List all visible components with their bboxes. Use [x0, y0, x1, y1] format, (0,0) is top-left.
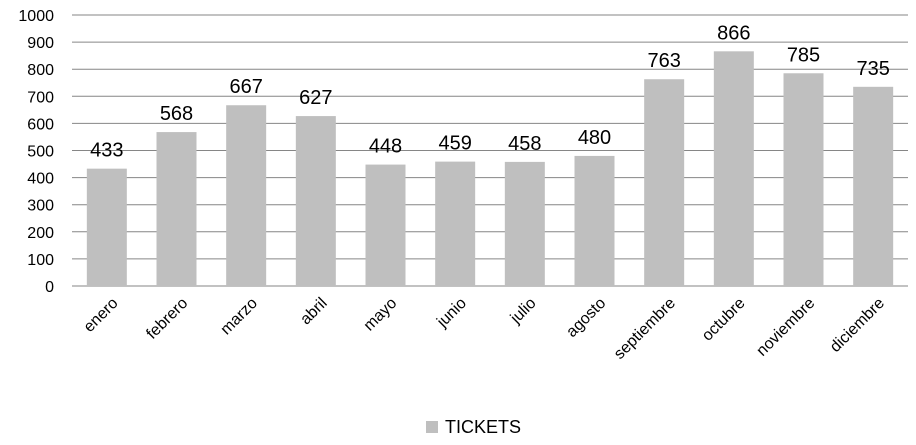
y-tick-label: 300	[27, 198, 54, 215]
x-tick-label: noviembre	[753, 295, 818, 360]
bar	[853, 86, 894, 286]
data-label: 627	[299, 87, 332, 109]
legend-label: TICKETS	[445, 417, 521, 437]
data-label: 448	[369, 136, 402, 158]
bar	[435, 161, 476, 286]
x-tick-label: abril	[297, 295, 330, 328]
x-tick-label: julio	[507, 295, 540, 328]
data-label: 785	[787, 44, 820, 66]
y-tick-label: 400	[27, 171, 54, 188]
bar	[713, 51, 754, 287]
x-tick-label: marzo	[218, 295, 262, 339]
data-labels: 433 568 667 627 448 459 458 480 763 866 785 735	[90, 22, 890, 161]
bar	[295, 116, 336, 286]
y-tick-label: 0	[45, 279, 54, 296]
y-tick-label: 1000	[18, 8, 54, 25]
bar	[156, 132, 197, 286]
y-tick-label: 900	[27, 35, 54, 52]
data-label: 866	[717, 22, 750, 44]
x-tick-label: octubre	[699, 295, 749, 345]
x-tick-label: febrero	[143, 295, 191, 343]
x-tick-label: agosto	[563, 295, 609, 341]
x-tick-label: mayo	[361, 295, 401, 335]
data-label: 459	[438, 133, 471, 155]
gridlines	[72, 14, 908, 287]
legend-swatch	[426, 421, 438, 433]
y-tick-label: 200	[27, 225, 54, 242]
x-tick-label: diciembre	[827, 295, 888, 356]
x-tick-label: septiembre	[611, 295, 679, 363]
data-label: 667	[229, 76, 262, 98]
bars	[86, 51, 894, 287]
x-axis: enero febrero marzo abril mayo junio julio agos…	[81, 295, 888, 363]
bar	[644, 79, 685, 287]
y-tick-label: 700	[27, 89, 54, 106]
y-tick-label: 800	[27, 62, 54, 79]
x-tick-label: enero	[81, 295, 122, 336]
data-label: 763	[647, 50, 680, 72]
data-label: 735	[856, 58, 889, 80]
x-tick-label: junio	[433, 295, 470, 332]
bar	[226, 105, 267, 286]
data-label: 480	[578, 127, 611, 149]
y-tick-label: 100	[27, 252, 54, 269]
bar	[574, 155, 615, 286]
bar	[86, 168, 127, 286]
bar	[365, 164, 406, 286]
legend: TICKETS	[426, 417, 521, 437]
y-axis: 0 100 200 300 400 500 600 700 800 900 1000	[18, 8, 54, 296]
y-tick-label: 500	[27, 144, 54, 161]
y-tick-label: 600	[27, 116, 54, 133]
bar	[783, 73, 824, 286]
data-label: 458	[508, 133, 541, 155]
bar	[504, 161, 545, 286]
data-label: 433	[90, 140, 123, 162]
data-label: 568	[160, 103, 193, 125]
